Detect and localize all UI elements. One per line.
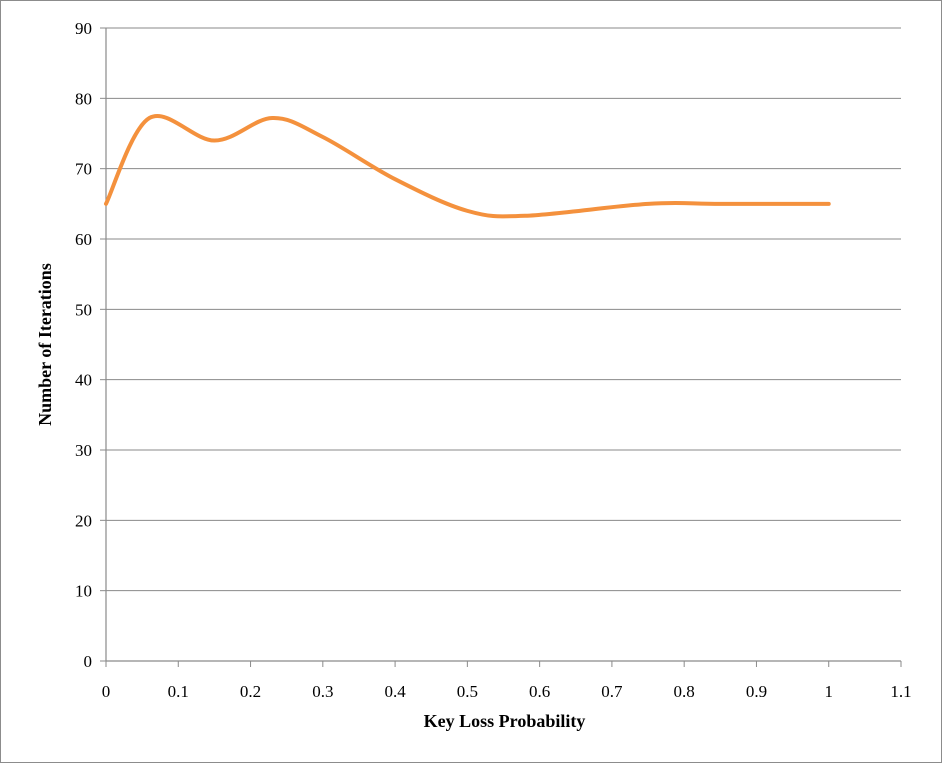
x-tick-label-0.7: 0.7 [601,682,623,701]
x-tick-label-0.6: 0.6 [529,682,550,701]
y-axis-ticks: 0 10 20 30 40 50 60 70 80 90 [75,19,106,671]
x-tick-label-0.3: 0.3 [312,682,333,701]
x-tick-label-0.4: 0.4 [384,682,406,701]
axes [105,28,901,662]
y-tick-label-50: 50 [75,300,92,319]
x-tick-label-0.2: 0.2 [240,682,261,701]
x-tick-label-1: 1 [824,682,833,701]
x-tick-label-0.8: 0.8 [674,682,695,701]
x-tick-label-0.1: 0.1 [168,682,189,701]
x-tick-label-1.1: 1.1 [890,682,911,701]
y-tick-label-70: 70 [75,160,92,179]
y-tick-label-0: 0 [84,652,93,671]
y-axis-title: Number of Iterations [35,263,55,426]
y-tick-label-60: 60 [75,230,92,249]
y-tick-label-10: 10 [75,582,92,601]
y-tick-label-80: 80 [75,89,92,108]
y-tick-label-30: 30 [75,441,92,460]
x-axis-title: Key Loss Probability [424,711,586,731]
gridlines [106,27,901,592]
y-tick-label-40: 40 [75,371,92,390]
y-tick-label-90: 90 [75,19,92,38]
x-axis-ticks: 0 0.1 0.2 0.3 0.4 0.5 0.6 0.7 0.8 0.9 1 1.1 [102,661,912,701]
series-line-0 [104,114,831,219]
y-tick-label-20: 20 [75,511,92,530]
series-group [104,114,831,219]
x-tick-label-0: 0 [102,682,111,701]
x-tick-label-0.9: 0.9 [746,682,767,701]
x-tick-label-0.5: 0.5 [457,682,478,701]
